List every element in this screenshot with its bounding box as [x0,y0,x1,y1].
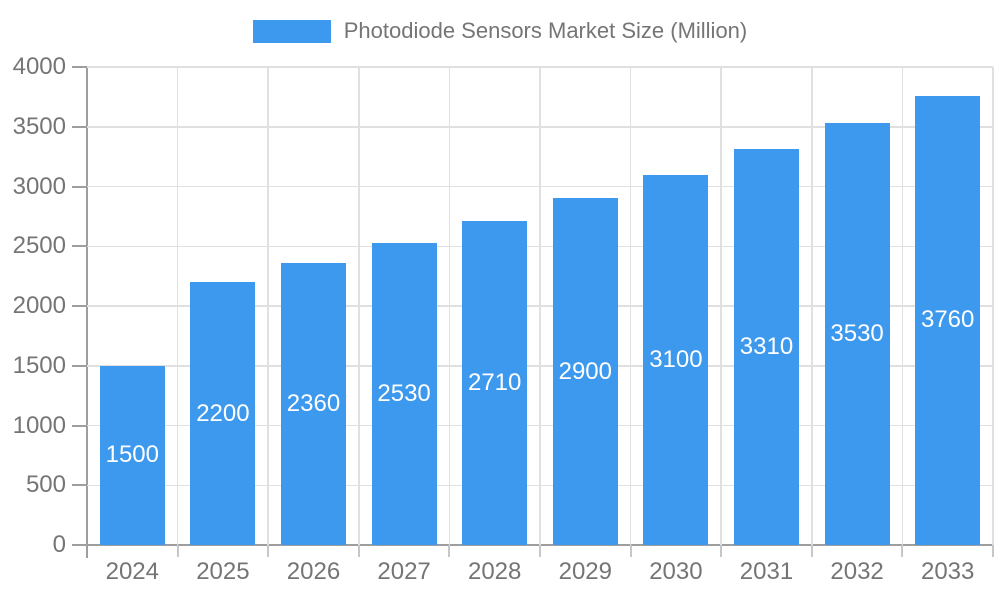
y-tick-label: 1500 [12,351,66,379]
x-tick [176,545,179,557]
y-tick-label: 3500 [12,112,66,140]
bar[interactable]: 3760 [915,95,981,545]
y-tick [72,66,87,68]
x-tick [539,545,541,557]
bar-value-label: 3100 [649,345,703,373]
x-tick [448,545,451,557]
x-tick [267,545,270,557]
x-tick [357,545,360,557]
legend-label: Photodiode Sensors Market Size (Million) [343,18,748,43]
bar[interactable]: 2360 [281,262,346,545]
bar[interactable]: 2200 [190,282,256,545]
bar-value-label: 3530 [830,320,884,348]
y-tick [72,245,87,248]
x-tick [901,545,904,557]
y-tick-label: 3000 [12,172,66,200]
x-tick [720,545,723,557]
y-tick [72,305,87,307]
y-tick-label: 4000 [12,53,66,80]
x-gridline [448,67,451,545]
bar-value-label: 2360 [286,389,341,417]
x-gridline [176,67,179,545]
bar-value-label: 2200 [196,399,250,427]
x-tick-label: 2032 [830,558,884,585]
y-tick-label: 2500 [12,232,66,260]
bar-value-label: 2530 [377,379,431,407]
x-gridline [811,67,813,545]
x-gridline [629,67,632,545]
x-tick-label: 2024 [105,558,159,585]
bar-value-label: 3310 [739,333,794,361]
x-tick-label: 2033 [920,558,975,585]
x-tick-label: 2025 [196,558,250,585]
bar[interactable]: 3310 [734,149,799,545]
y-tick [72,364,87,367]
y-tick-label: 500 [25,471,66,499]
y-tick-label: 2000 [12,292,66,319]
x-tick-label: 2026 [286,558,341,585]
x-tick-label: 2029 [558,558,612,585]
x-gridline [267,67,269,545]
y-tick-label: 1000 [12,411,66,439]
bar[interactable]: 3530 [824,123,890,545]
x-tick [86,545,88,558]
bar-value-label: 3760 [920,306,975,334]
x-tick-label: 2027 [377,558,431,585]
x-tick-label: 2031 [739,558,794,585]
x-tick-label: 2028 [467,558,522,585]
bar[interactable]: 1500 [99,365,165,545]
y-tick [72,424,87,427]
y-tick [72,544,87,546]
x-tick-label: 2030 [649,558,703,585]
bar-value-label: 2900 [558,357,612,385]
x-gridline [992,67,994,545]
bar[interactable]: 2530 [371,242,437,545]
bar[interactable]: 2710 [462,221,528,545]
x-tick [629,545,632,557]
legend-swatch [252,19,331,43]
x-gridline [539,67,541,545]
y-tick [72,484,87,487]
bar-value-label: 2710 [467,369,522,397]
y-tick [72,185,87,188]
x-gridline [720,67,722,545]
bar[interactable]: 3100 [643,174,709,545]
x-tick [992,545,994,557]
bar-value-label: 1500 [105,441,159,469]
legend[interactable]: Photodiode Sensors Market Size (Million) [0,16,1000,46]
bar[interactable]: 2900 [552,198,618,545]
y-tick [72,125,87,128]
x-gridline [358,67,360,545]
plot-area: 1500 2200 2360 2530 2710 2900 3100 3310 3530 3760 [87,66,994,545]
x-tick [810,545,813,557]
y-tick-label: 0 [52,531,66,558]
x-gridline [901,67,904,545]
